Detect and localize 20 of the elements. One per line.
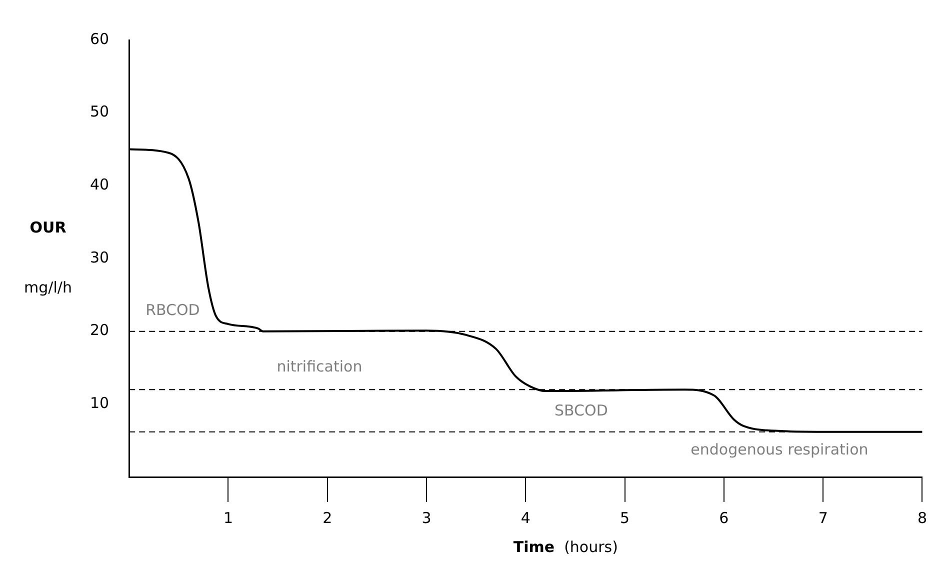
annotation: SBCOD [554,401,608,420]
text: OUR mg/l/h [24,218,72,296]
y-tick-label: 10 [90,394,110,412]
x-tick-label: 7 [818,508,828,527]
annotation: RBCOD [146,300,200,319]
x-axis-title: Time (hours) [513,538,618,556]
y-tick-label: 30 [90,248,110,266]
x-tick-label: 2 [322,508,332,527]
y-tick-label: 50 [90,102,110,121]
x-tick-label: 3 [422,508,432,527]
y-tick-label: 40 [90,176,110,194]
x-tick-label: 6 [719,508,729,527]
annotation: nitrification [276,358,362,376]
annotation: endogenous respiration [690,440,868,459]
y-tick-label: 20 [90,321,110,340]
x-tick-label: 8 [917,508,927,527]
x-tick-label: 4 [520,508,530,527]
x-tick-label: 5 [620,508,630,527]
x-tick-label: 1 [223,508,234,527]
y-tick-label: 60 [90,30,110,48]
